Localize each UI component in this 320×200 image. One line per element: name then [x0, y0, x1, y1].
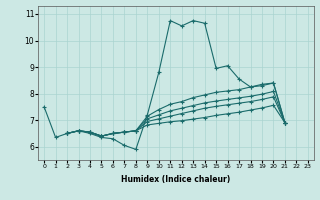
X-axis label: Humidex (Indice chaleur): Humidex (Indice chaleur) [121, 175, 231, 184]
